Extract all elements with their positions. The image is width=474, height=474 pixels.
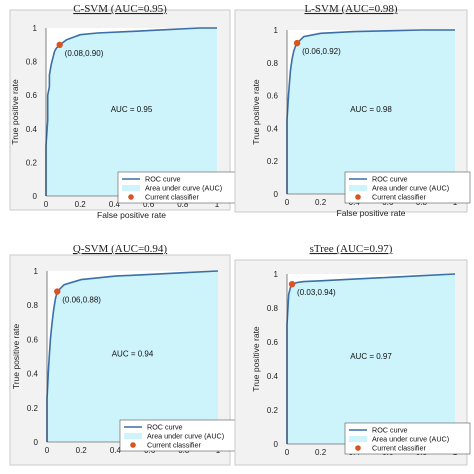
y-tick-label: 0.2 bbox=[267, 157, 279, 166]
x-tick-label: 0.6 bbox=[143, 200, 155, 209]
auc-label: AUC = 0.97 bbox=[350, 352, 392, 361]
legend-swatch-point bbox=[130, 442, 136, 448]
chart-title: Q-SVM (AUC=0.94) bbox=[73, 243, 168, 255]
legend-label-point: Current classifier bbox=[372, 444, 427, 453]
y-tick-label: 0.4 bbox=[26, 125, 38, 134]
y-tick-label: 0.4 bbox=[267, 372, 279, 381]
x-tick-label: 1 bbox=[215, 200, 220, 209]
auc-area bbox=[287, 274, 455, 444]
chart-panel-stree: sTree (AUC=0.97)00.20.40.60.8100.20.40.6… bbox=[234, 243, 471, 466]
chart-title: L-SVM (AUC=0.98) bbox=[305, 3, 398, 15]
y-tick-label: 0.8 bbox=[26, 58, 38, 67]
current-classifier-point bbox=[293, 39, 301, 47]
x-tick-label: 0.4 bbox=[110, 446, 122, 455]
chart-panel-l-svm: L-SVM (AUC=0.98)00.20.40.60.8100.20.40.6… bbox=[234, 3, 471, 218]
legend-label-area: Area under curve (AUC) bbox=[145, 184, 222, 193]
y-tick-label: 0 bbox=[274, 440, 279, 449]
legend-label-area: Area under curve (AUC) bbox=[372, 435, 449, 444]
legend-swatch-point bbox=[128, 194, 134, 200]
legend-label-area: Area under curve (AUC) bbox=[147, 432, 224, 441]
current-classifier-point bbox=[288, 281, 296, 288]
auc-label: AUC = 0.98 bbox=[350, 105, 392, 114]
y-tick-label: 0.8 bbox=[267, 59, 279, 68]
legend-label-curve: ROC curve bbox=[147, 423, 183, 432]
point-label: (0.06,0.88) bbox=[62, 296, 101, 305]
x-tick-label: 0.2 bbox=[76, 446, 88, 455]
y-tick-label: 0 bbox=[274, 190, 279, 199]
y-tick-label: 0.2 bbox=[26, 158, 38, 167]
legend-swatch-point bbox=[355, 194, 361, 200]
x-tick-label: 0.2 bbox=[315, 448, 327, 457]
point-label: (0.08,0.90) bbox=[65, 49, 104, 58]
y-tick-label: 1 bbox=[274, 270, 279, 279]
y-tick-label: 0 bbox=[33, 192, 38, 201]
legend-swatch-point bbox=[355, 445, 361, 451]
x-tick-label: 0 bbox=[45, 446, 50, 455]
auc-area bbox=[46, 28, 217, 196]
point-label: (0.03,0.94) bbox=[297, 288, 336, 297]
y-tick-label: 0.6 bbox=[27, 335, 39, 344]
y-tick-label: 0.8 bbox=[27, 301, 39, 310]
chart-title: sTree (AUC=0.97) bbox=[310, 243, 393, 255]
legend-swatch-area bbox=[349, 185, 367, 191]
y-tick-label: 0.2 bbox=[267, 406, 279, 415]
current-classifier-point bbox=[56, 41, 63, 48]
roc-curve bbox=[286, 273, 456, 444]
x-axis-label: False positive rate bbox=[97, 210, 166, 220]
auc-label: AUC = 0.94 bbox=[112, 350, 154, 359]
legend-label-curve: ROC curve bbox=[145, 175, 181, 184]
y-tick-label: 0.8 bbox=[267, 304, 279, 313]
legend-label-curve: ROC curve bbox=[372, 426, 408, 435]
y-axis-label: True positive rate bbox=[11, 324, 21, 390]
y-tick-label: 0.2 bbox=[27, 404, 39, 413]
y-tick-label: 0.6 bbox=[26, 91, 38, 100]
y-tick-label: 0 bbox=[34, 438, 39, 447]
x-tick-label: 0.2 bbox=[315, 198, 327, 207]
roc-curve bbox=[46, 270, 219, 442]
auc-label: AUC = 0.95 bbox=[111, 105, 153, 114]
x-tick-label: 0 bbox=[285, 448, 290, 457]
y-tick-label: 1 bbox=[33, 24, 38, 33]
x-tick-label: 0 bbox=[285, 198, 290, 207]
chart-panel-q-svm: Q-SVM (AUC=0.94)00.20.40.60.8100.20.40.6… bbox=[9, 243, 246, 466]
y-tick-label: 0.4 bbox=[27, 370, 39, 379]
x-tick-label: 0.2 bbox=[75, 200, 87, 209]
y-tick-label: 0.4 bbox=[267, 124, 279, 133]
legend-label-point: Current classifier bbox=[372, 193, 427, 202]
x-tick-label: 0.4 bbox=[109, 200, 121, 209]
x-tick-label: 0 bbox=[44, 200, 49, 209]
x-axis-label: False positive rate bbox=[337, 208, 406, 218]
y-tick-label: 0.6 bbox=[267, 92, 279, 101]
legend-swatch-area bbox=[124, 433, 142, 439]
roc-curve bbox=[45, 27, 217, 196]
chart-panel-c-svm: C-SVM (AUC=0.95) 0 0.2 0.4 0.6 0.8 1 0 0.2 0.4 0.6… bbox=[9, 3, 244, 220]
y-tick-label: 0.6 bbox=[267, 338, 279, 347]
legend-label-point: Current classifier bbox=[145, 193, 200, 202]
current-classifier-point bbox=[54, 288, 61, 295]
legend-swatch-area bbox=[122, 185, 140, 191]
y-axis-label: True positive rate bbox=[251, 79, 261, 145]
legend-swatch-area bbox=[349, 436, 367, 442]
auc-area bbox=[47, 271, 218, 442]
chart-title: C-SVM (AUC=0.95) bbox=[73, 3, 167, 15]
legend-label-point: Current classifier bbox=[147, 441, 202, 450]
legend-label-curve: ROC curve bbox=[372, 175, 408, 184]
y-tick-label: 1 bbox=[34, 267, 39, 276]
legend-label-area: Area under curve (AUC) bbox=[372, 184, 449, 193]
auc-area bbox=[287, 30, 455, 194]
y-axis-label: True positive rate bbox=[251, 326, 261, 392]
x-tick-label: 0.8 bbox=[177, 200, 189, 209]
y-tick-label: 1 bbox=[274, 26, 279, 35]
point-label: (0.06,0.92) bbox=[302, 47, 341, 56]
y-axis-label: True positive rate bbox=[10, 79, 20, 145]
